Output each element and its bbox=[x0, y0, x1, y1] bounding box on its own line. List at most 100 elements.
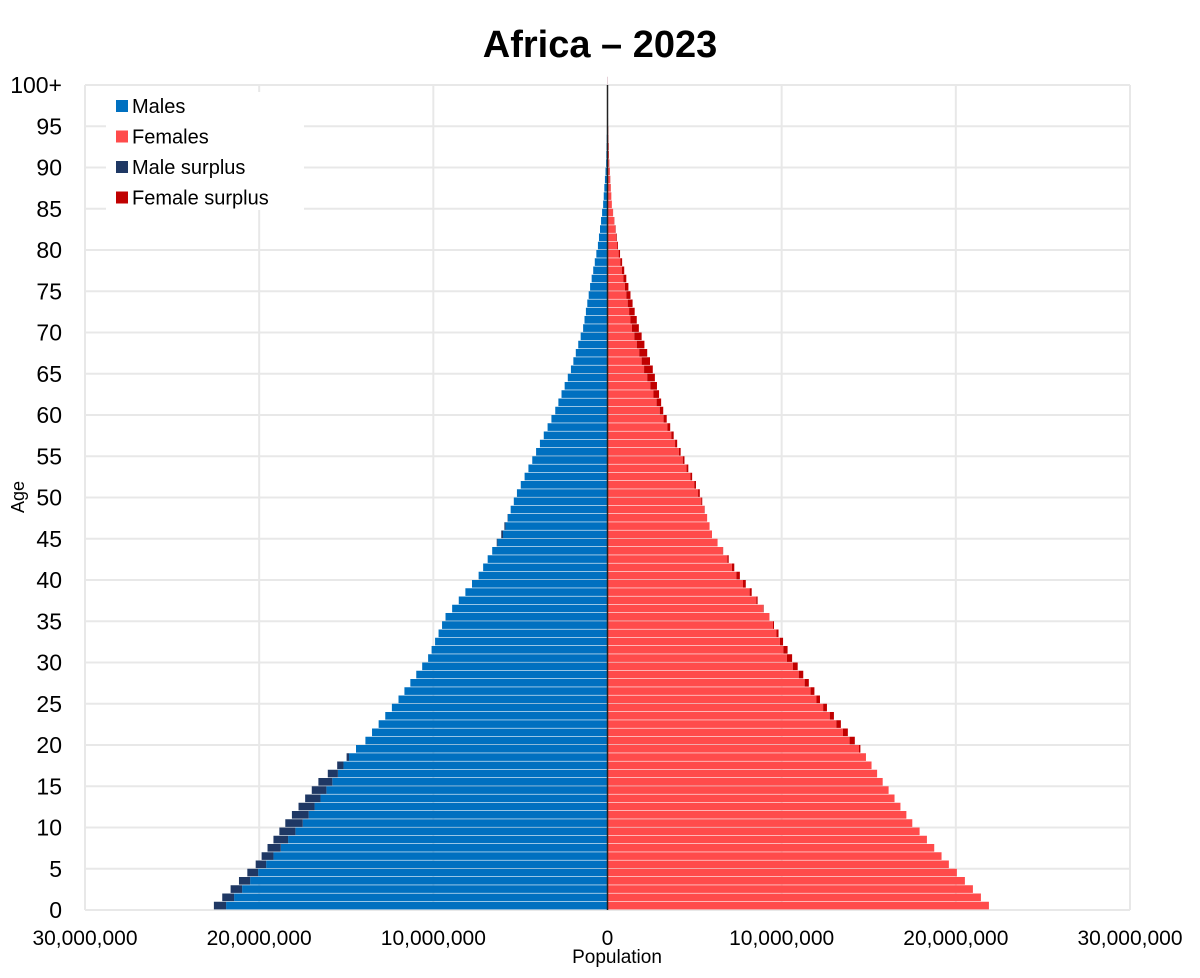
bar-female bbox=[608, 894, 981, 902]
bar-female-surplus bbox=[644, 366, 653, 374]
bar-male bbox=[540, 440, 608, 448]
bar-female-surplus bbox=[694, 481, 696, 489]
bar-female bbox=[608, 720, 837, 728]
bar-female bbox=[608, 861, 949, 869]
bar-male bbox=[599, 234, 608, 242]
bar-male bbox=[465, 588, 607, 596]
bar-female bbox=[608, 423, 668, 431]
bar-female bbox=[608, 382, 651, 390]
bar-male bbox=[320, 795, 607, 803]
bar-male bbox=[472, 580, 608, 588]
bar-male-surplus bbox=[239, 877, 250, 885]
bar-female-surplus bbox=[780, 638, 783, 646]
bar-female bbox=[608, 440, 676, 448]
bar-male bbox=[303, 819, 608, 827]
bar-female bbox=[608, 217, 614, 225]
bar-female bbox=[608, 786, 889, 794]
bar-male bbox=[598, 242, 608, 250]
bar-male bbox=[589, 291, 608, 299]
y-tick-label: 75 bbox=[36, 278, 62, 304]
bar-male bbox=[596, 250, 607, 258]
bar-male bbox=[578, 341, 607, 349]
x-tick-label: 20,000,000 bbox=[207, 927, 312, 950]
bar-male bbox=[442, 621, 607, 629]
legend-swatch bbox=[116, 100, 128, 112]
bar-male bbox=[432, 646, 608, 654]
bar-female-surplus bbox=[793, 663, 798, 671]
bar-female bbox=[608, 638, 780, 646]
bar-female bbox=[608, 753, 866, 761]
bar-female bbox=[608, 836, 927, 844]
bar-female-surplus bbox=[799, 671, 804, 679]
bar-female-surplus bbox=[632, 324, 639, 332]
bar-female bbox=[608, 300, 628, 308]
bar-female bbox=[608, 539, 718, 547]
bar-female bbox=[608, 745, 859, 753]
bar-male-surplus bbox=[504, 522, 505, 530]
bar-male-surplus bbox=[299, 803, 315, 811]
bar-male-surplus bbox=[312, 786, 327, 794]
bar-female-surplus bbox=[667, 423, 670, 431]
bar-male bbox=[435, 638, 607, 646]
bar-female bbox=[608, 225, 615, 233]
bar-male bbox=[593, 267, 607, 275]
bar-female-surplus bbox=[679, 448, 681, 456]
bar-female bbox=[608, 514, 708, 522]
bar-male-surplus bbox=[256, 861, 266, 869]
bar-female bbox=[608, 852, 942, 860]
bar-male bbox=[558, 399, 607, 407]
bar-male bbox=[266, 861, 607, 869]
bar-female bbox=[608, 308, 630, 316]
bar-female-surplus bbox=[817, 696, 820, 704]
bar-male bbox=[288, 836, 607, 844]
y-tick-label: 20 bbox=[36, 732, 62, 758]
bar-female bbox=[608, 663, 793, 671]
y-tick-label: 50 bbox=[36, 485, 62, 511]
bar-male bbox=[392, 704, 608, 712]
legend-label: Males bbox=[132, 96, 185, 118]
bar-male bbox=[532, 456, 607, 464]
bar-female bbox=[608, 795, 895, 803]
bar-female-surplus bbox=[736, 572, 739, 580]
bar-female-surplus bbox=[619, 250, 620, 258]
y-tick-label: 15 bbox=[36, 773, 62, 799]
bar-female-surplus bbox=[805, 679, 809, 687]
y-tick-label: 45 bbox=[36, 526, 62, 552]
bar-male bbox=[428, 654, 607, 662]
bar-female-surplus bbox=[787, 654, 792, 662]
bar-male bbox=[602, 209, 607, 217]
bar-male bbox=[587, 300, 607, 308]
bar-female bbox=[608, 902, 989, 910]
legend-label: Female surplus bbox=[132, 188, 269, 210]
bar-female-surplus bbox=[750, 588, 752, 596]
bar-female bbox=[608, 481, 695, 489]
bar-male bbox=[571, 366, 608, 374]
bar-male-surplus bbox=[501, 531, 503, 539]
bar-female bbox=[608, 250, 619, 258]
bar-male bbox=[488, 555, 608, 563]
bar-female bbox=[608, 778, 883, 786]
bar-female-surplus bbox=[701, 498, 702, 506]
legend-swatch bbox=[116, 161, 128, 173]
bar-female bbox=[608, 630, 777, 638]
bar-female bbox=[608, 621, 773, 629]
y-tick-label: 90 bbox=[36, 155, 62, 181]
bar-female bbox=[608, 564, 732, 572]
bar-female-surplus bbox=[642, 357, 650, 365]
bar-female bbox=[608, 572, 737, 580]
bar-female-surplus bbox=[773, 621, 774, 629]
bar-female bbox=[608, 687, 811, 695]
bar-male bbox=[372, 729, 607, 737]
bar-male bbox=[281, 844, 608, 852]
bar-female-surplus bbox=[639, 349, 647, 357]
y-tick-label: 10 bbox=[36, 815, 62, 841]
bar-female bbox=[608, 324, 632, 332]
bar-female-surplus bbox=[657, 399, 662, 407]
bar-male bbox=[479, 572, 608, 580]
bar-male-surplus bbox=[222, 894, 234, 902]
bar-female bbox=[608, 704, 824, 712]
bar-male-surplus bbox=[262, 852, 274, 860]
bar-male-surplus bbox=[318, 778, 332, 786]
bar-female bbox=[608, 267, 622, 275]
